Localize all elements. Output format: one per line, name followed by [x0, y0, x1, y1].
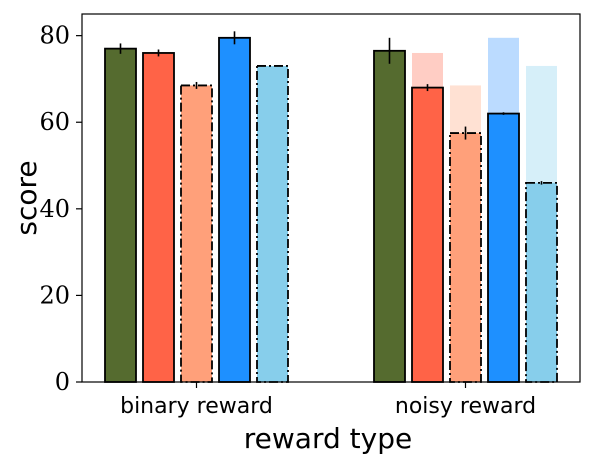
x-axis: binary reward noisy reward — [120, 382, 536, 419]
y-axis: 0 20 40 60 80 — [39, 22, 82, 396]
error-bars-layer — [119, 31, 543, 185]
y-tick-label: 60 — [39, 108, 70, 136]
bars-layer — [104, 36, 558, 383]
bar — [449, 132, 482, 383]
bar — [218, 36, 251, 383]
x-axis-title: reward type — [244, 422, 412, 455]
bar — [411, 86, 444, 383]
y-tick-label: 80 — [39, 22, 70, 50]
y-axis-title: score — [10, 160, 43, 235]
bar — [180, 84, 213, 383]
bar — [104, 47, 137, 383]
x-tick-label: binary reward — [120, 394, 273, 419]
x-tick-label: noisy reward — [395, 394, 536, 419]
bar — [373, 49, 406, 383]
y-tick-label: 20 — [39, 281, 70, 309]
y-tick-label: 40 — [39, 195, 70, 223]
bar — [487, 112, 520, 383]
bar — [256, 65, 289, 383]
plot-frame — [81, 13, 581, 383]
y-tick-label: 0 — [55, 368, 70, 396]
bar — [142, 52, 175, 383]
bar — [525, 181, 558, 383]
